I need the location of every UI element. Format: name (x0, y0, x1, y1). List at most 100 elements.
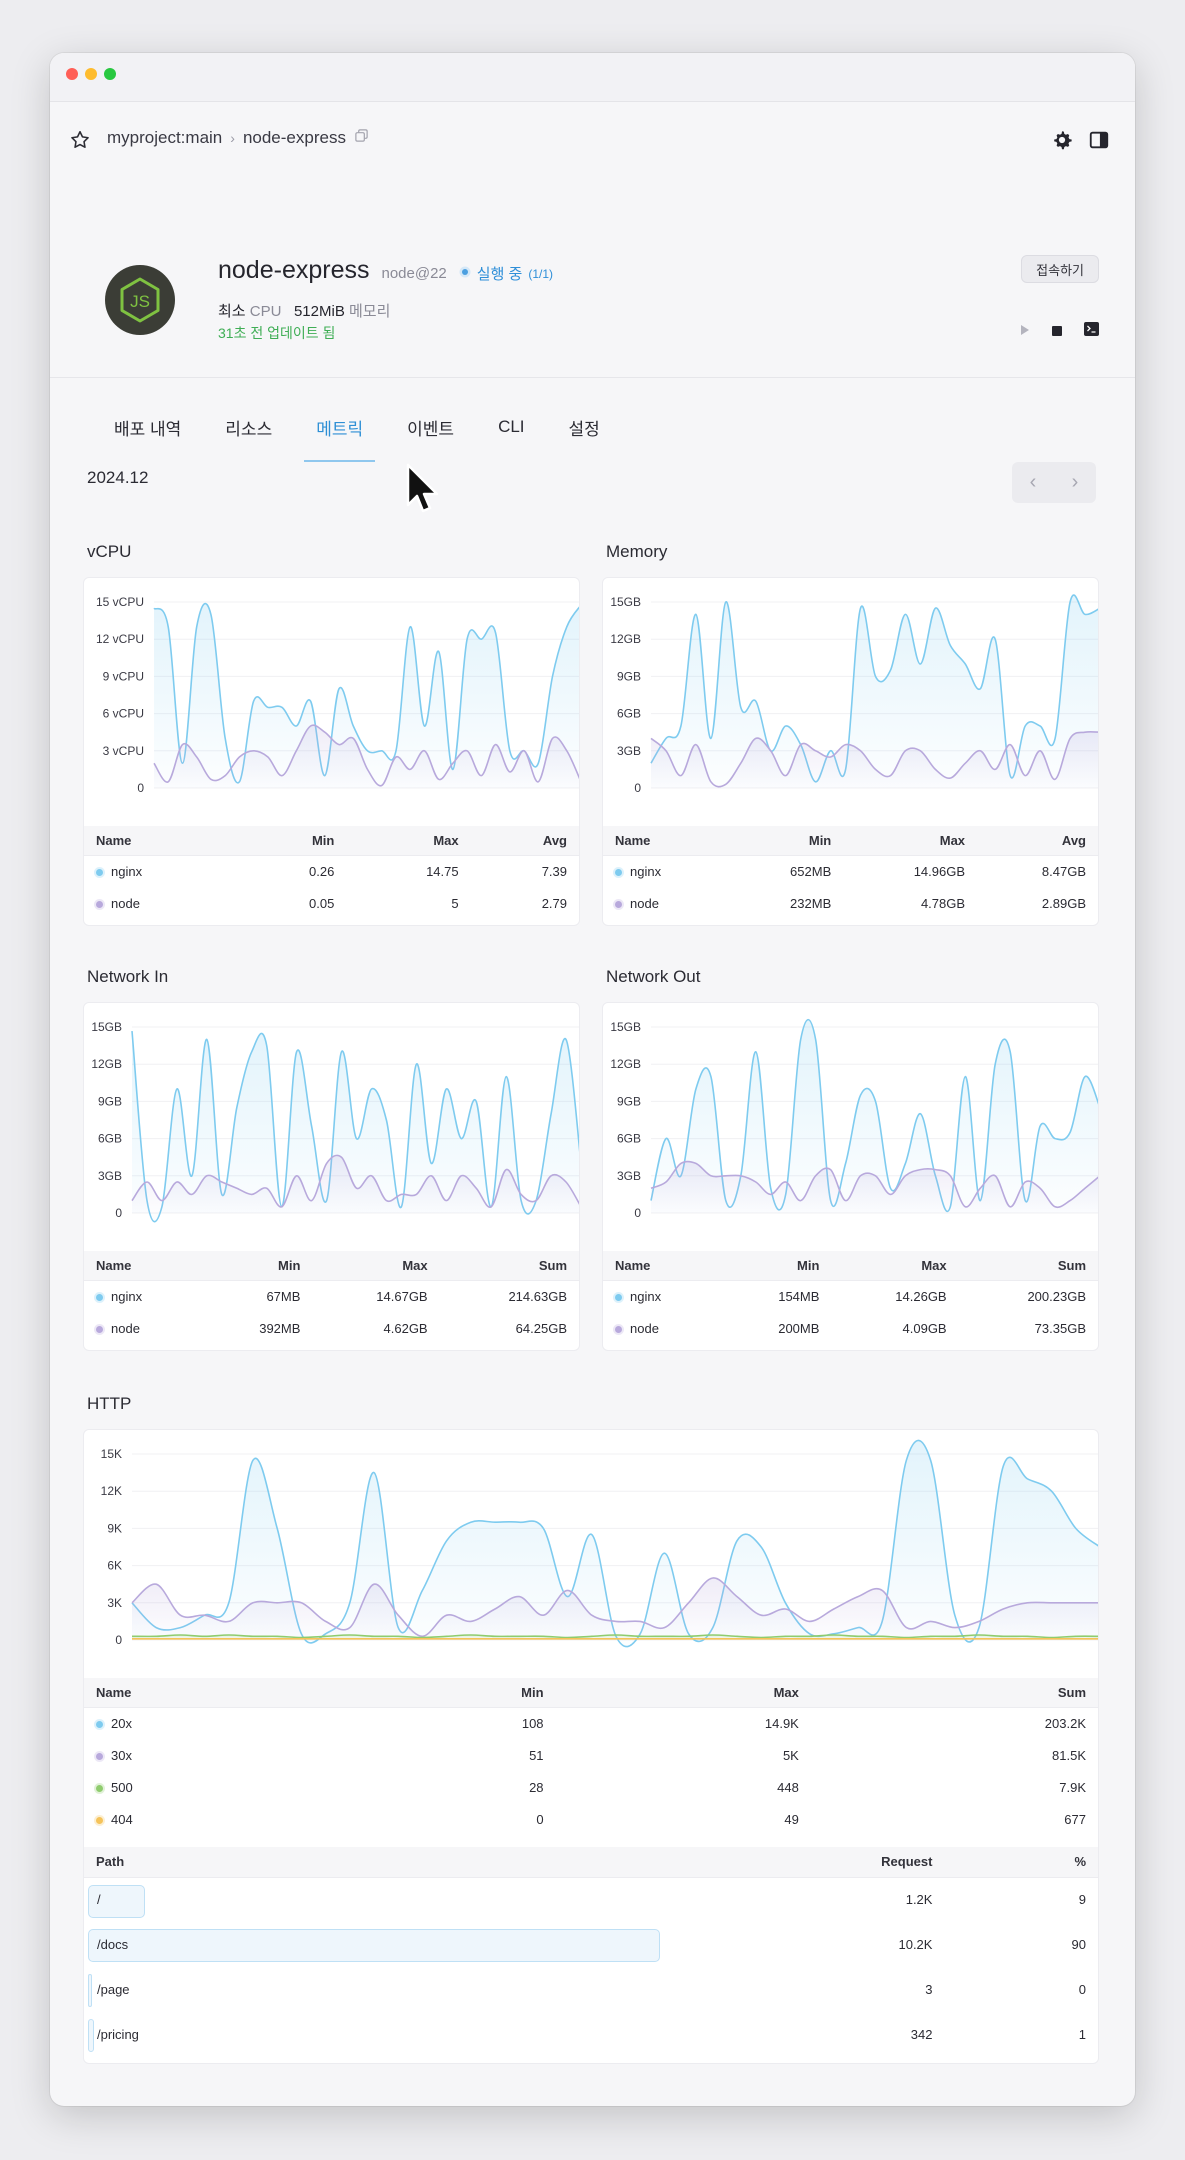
tab-bar: 배포 내역 리소스 메트릭 이벤트 CLI 설정 (92, 378, 622, 476)
path-header-row: Path Request% (84, 1847, 1098, 1878)
path-label: /page (97, 1982, 130, 1997)
table-row: 30x 51 5K 81.5K (84, 1739, 1098, 1771)
stat-value: 14.9K (764, 1715, 799, 1731)
chevron-right-icon[interactable]: › (1071, 471, 1079, 493)
stop-icon[interactable] (1052, 323, 1062, 341)
series-line-nginx (153, 602, 579, 784)
request-count: 342 (910, 2027, 933, 2042)
titlebar (50, 53, 1135, 102)
stat-value: 14.67GB (376, 1288, 428, 1304)
path-label: /docs (97, 1937, 129, 1952)
stats-header-max: Max (312, 1251, 440, 1281)
y-tick-label: 12GB (610, 1057, 641, 1071)
stat-value: 5 (451, 895, 459, 911)
path-row[interactable]: /page 3 0 (84, 1967, 1098, 2012)
cpu-label: CPU (249, 303, 282, 320)
series-name: node (84, 887, 238, 919)
status-text: 실행 중 (476, 266, 523, 283)
vcpu-title: vCPU (87, 542, 132, 561)
stat-value: 5K (782, 1747, 799, 1763)
table-row: 500 28 448 7.9K (84, 1771, 1098, 1803)
y-tick-label: 3 vCPU (103, 744, 144, 758)
table-row: 20x 108 14.9K 203.2K (84, 1707, 1098, 1739)
legend-swatch (96, 1752, 103, 1760)
stats-header-avg: Avg (977, 826, 1098, 856)
stat-value: 214.63GB (508, 1288, 567, 1304)
tab-settings[interactable]: 설정 (568, 419, 600, 439)
stats-header-name: Name (603, 826, 728, 856)
service-version: node@22 (381, 265, 447, 282)
gear-icon[interactable] (1049, 127, 1075, 153)
y-tick-label: 12GB (610, 632, 641, 646)
y-tick-label: 12K (101, 1484, 122, 1498)
play-icon[interactable] (1020, 323, 1030, 341)
app-window: myproject:main › node-express JS node-ex… (50, 53, 1135, 2106)
copy-icon[interactable] (354, 128, 369, 148)
breadcrumb-project[interactable]: myproject:main (107, 128, 223, 147)
vcpu-chart: 15 vCPU 12 vCPU 9 vCPU 6 vCPU 3 vCPU 0 (96, 595, 579, 795)
y-tick-label: 12GB (91, 1057, 122, 1071)
netout-title: Network Out (606, 967, 701, 986)
legend-swatch (615, 1293, 622, 1301)
tab-cli[interactable]: CLI (498, 417, 525, 436)
table-row: nginx 154MB 14.26GB 200.23GB (603, 1280, 1098, 1312)
tab-resources[interactable]: 리소스 (225, 419, 273, 439)
path-share-bar (88, 1929, 661, 1962)
cpu-prefix: 최소 (218, 303, 246, 320)
legend-swatch (96, 1816, 103, 1824)
y-tick-label: 0 (634, 1206, 641, 1220)
path-cell: /page (84, 1967, 644, 2012)
close-window-button[interactable] (66, 68, 78, 80)
tab-deployments[interactable]: 배포 내역 (114, 419, 182, 439)
breadcrumb-service[interactable]: node-express (242, 128, 346, 147)
vcpu-card: 15 vCPU 12 vCPU 9 vCPU 6 vCPU 3 vCPU 0 Name Mi… (83, 577, 580, 926)
nodejs-logo: JS (104, 264, 176, 336)
path-row[interactable]: /docs 10.2K 90 (84, 1922, 1098, 1967)
y-tick-label: 0 (137, 781, 144, 795)
stats-header-avg: Avg (470, 826, 579, 856)
y-tick-label: 15GB (610, 1020, 641, 1034)
path-row[interactable]: /pricing 342 1 (84, 2012, 1098, 2057)
star-icon[interactable] (68, 128, 92, 152)
service-name: node-express (218, 256, 370, 284)
tab-metrics[interactable]: 메트릭 (294, 378, 385, 476)
stat-value: 2.79 (541, 895, 567, 911)
stat-value: 0.26 (309, 863, 335, 879)
y-tick-label: 15GB (610, 595, 641, 609)
minimize-window-button[interactable] (85, 68, 97, 80)
y-tick-label: 6K (107, 1559, 122, 1573)
series-area-node (154, 725, 579, 788)
series-label: nginx (630, 1288, 662, 1304)
series-area-node (651, 1161, 1098, 1213)
memory-chart: 15GB 12GB 9GB 6GB 3GB 0 (610, 594, 1098, 795)
stats-header-min: Min (238, 826, 347, 856)
connect-button[interactable]: 접속하기 (1021, 255, 1099, 283)
table-row: nginx 652MB 14.96GB 8.47GB (603, 855, 1098, 887)
path-share-bar (88, 2019, 95, 2052)
terminal-icon[interactable] (1084, 322, 1099, 341)
stats-header-max: Max (831, 1251, 959, 1281)
path-row[interactable]: / 1.2K 9 (84, 1877, 1098, 1922)
legend-swatch (96, 1784, 103, 1792)
stat-value: 200MB (778, 1320, 820, 1336)
stats-header-max: Max (843, 826, 978, 856)
zoom-window-button[interactable] (104, 68, 116, 80)
series-area-node (651, 731, 1098, 788)
stat-value: 4.09GB (902, 1320, 947, 1336)
chevron-left-icon[interactable]: ‹ (1029, 471, 1037, 493)
series-label: 500 (111, 1779, 133, 1795)
y-tick-label: 6GB (617, 707, 641, 721)
y-tick-label: 0 (634, 781, 641, 795)
y-tick-label: 9GB (617, 669, 641, 683)
stat-value: 51 (529, 1747, 544, 1763)
sidebar-toggle-icon[interactable] (1086, 127, 1112, 153)
y-tick-label: 12 vCPU (96, 632, 144, 646)
stats-header-row: Name Min Max Avg (84, 826, 579, 856)
y-tick-label: 9 vCPU (103, 669, 144, 683)
stat-value: 14.26GB (895, 1288, 947, 1304)
stat-value: 200.23GB (1027, 1288, 1086, 1304)
request-percent: 90 (1071, 1937, 1086, 1952)
tab-events[interactable]: 이벤트 (407, 419, 455, 439)
service-header: JS node-express node@22 실행 중 (1/1) 최소 CP… (50, 172, 1135, 378)
y-tick-label: 9GB (617, 1094, 641, 1108)
